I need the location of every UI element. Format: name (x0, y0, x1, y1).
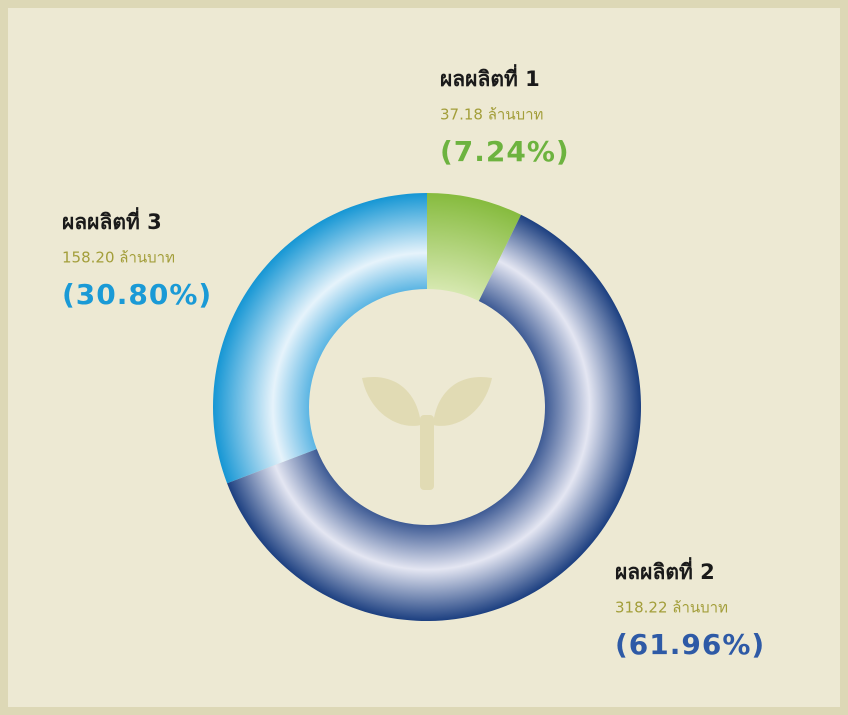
amount-label: 37.18 ล้านบาท (440, 106, 543, 124)
sprout-icon (362, 376, 492, 490)
value-label: (30.80%) (62, 278, 212, 311)
donut-segment (427, 193, 522, 302)
amount-label: 158.20 ล้านบาท (62, 249, 175, 267)
donut-segment (227, 214, 642, 621)
value-label: (7.24%) (440, 135, 570, 168)
category-label: ผลผลิตที่ 3 (62, 206, 162, 234)
category-label: ผลผลิตที่ 1 (440, 63, 540, 91)
value-label: (61.96%) (615, 628, 765, 661)
category-label: ผลผลิตที่ 2 (615, 556, 715, 584)
donut-segment (212, 193, 427, 484)
amount-label: 318.22 ล้านบาท (615, 599, 728, 617)
